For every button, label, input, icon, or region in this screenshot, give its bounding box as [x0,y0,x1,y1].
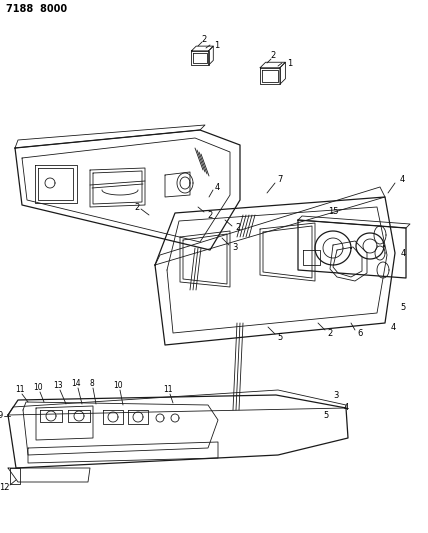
Text: 6: 6 [357,328,363,337]
Text: 4: 4 [399,175,404,184]
Text: 13: 13 [53,382,63,391]
Text: 2: 2 [208,211,213,220]
Text: 14: 14 [71,379,81,389]
Text: 4: 4 [214,182,220,191]
Text: 11: 11 [163,385,173,394]
Text: 4: 4 [390,322,395,332]
Text: 10: 10 [33,384,43,392]
Text: 11: 11 [15,385,25,394]
Text: 2: 2 [327,328,333,337]
Text: 5: 5 [277,333,282,342]
Text: 2: 2 [270,52,276,61]
Text: 3: 3 [333,392,339,400]
Text: 10: 10 [113,382,123,391]
Text: 5: 5 [324,410,329,419]
Text: 12: 12 [0,483,9,492]
Text: 5: 5 [400,303,406,311]
Text: 2: 2 [202,35,207,44]
Text: 4: 4 [400,248,406,257]
Text: 1: 1 [287,59,293,68]
Text: 2: 2 [134,203,140,212]
Text: 4: 4 [343,403,349,413]
Text: 8: 8 [89,379,95,389]
Text: 7: 7 [277,175,282,184]
Text: 3: 3 [232,244,238,253]
Text: 9: 9 [0,410,3,419]
Text: 1: 1 [214,41,220,50]
Text: 15: 15 [328,207,338,216]
Text: 2: 2 [235,223,241,232]
Text: 7188  8000: 7188 8000 [6,4,67,14]
